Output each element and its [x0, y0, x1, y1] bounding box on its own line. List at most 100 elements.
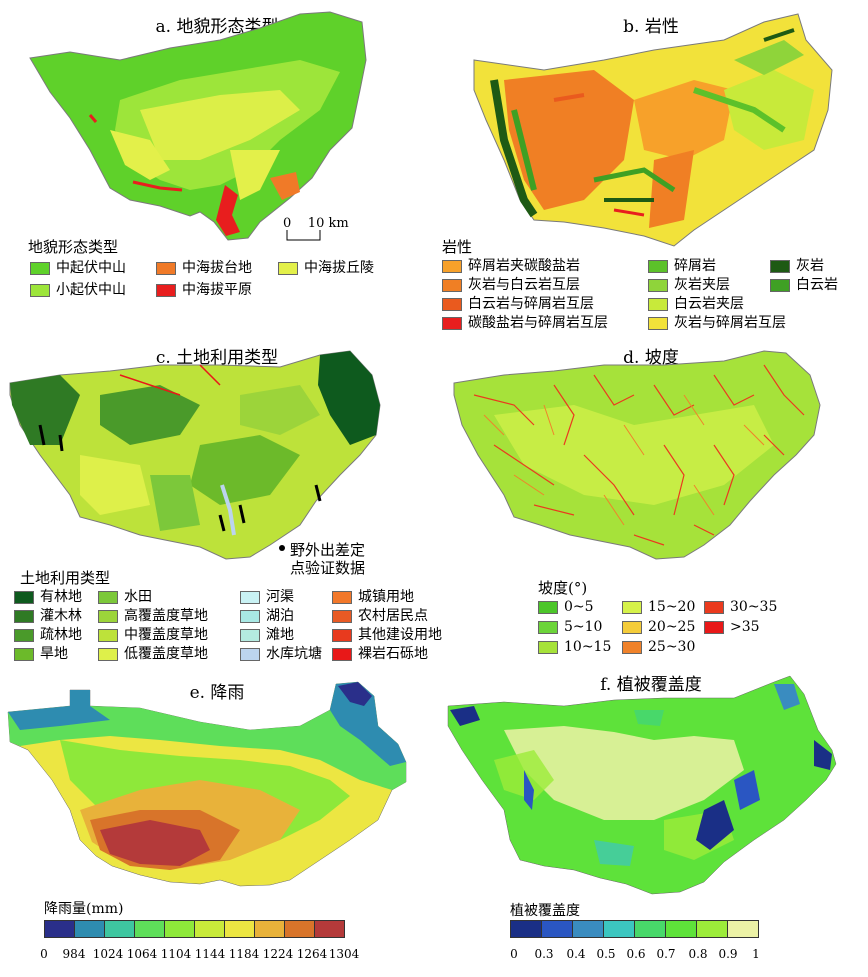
tick-label: 1064: [126, 947, 158, 961]
colorbar-ticks: 0 984 1024 1064 1104 1144 1184 1224 1264…: [40, 947, 359, 963]
legend-item: 灰岩与白云岩互层: [442, 275, 580, 295]
legend-label: 裸岩石砾地: [358, 646, 428, 662]
legend-label: 5~10: [564, 619, 603, 635]
legend-item: 灰岩: [770, 256, 824, 276]
vegetation-cover-map: [447, 675, 837, 895]
legend-item: 碎屑岩夹碳酸盐岩: [442, 256, 580, 276]
legend-swatch: [538, 620, 558, 634]
legend-label: 滩地: [266, 627, 294, 643]
legend-title: 岩性: [442, 238, 473, 256]
legend-item: 有林地: [14, 587, 82, 607]
legend-swatch: [30, 261, 50, 275]
legend-item: 其他建设用地: [332, 625, 442, 645]
tick-label: 0.9: [718, 947, 738, 961]
tick-label: 0.5: [596, 947, 616, 961]
legend: 0~5 15~20 30~35 5~10 20~25 >35 10~15 25~…: [538, 597, 838, 663]
legend-swatch: [156, 283, 176, 297]
legend-swatch: [278, 261, 298, 275]
colorbar-bin: [542, 921, 573, 937]
legend-swatch: [98, 628, 118, 642]
legend-item: 灰岩夹层: [648, 275, 730, 295]
legend-item: 水库坑塘: [240, 644, 322, 664]
legend-label: 灰岩夹层: [674, 277, 730, 293]
legend-swatch: [648, 316, 668, 330]
colorbar-bin: [666, 921, 697, 937]
legend-swatch: [332, 609, 352, 623]
colorbar-bin: [697, 921, 728, 937]
legend-label: 25~30: [648, 639, 696, 655]
legend-label: 中海拔平原: [182, 282, 252, 298]
legend-label: 湖泊: [266, 608, 294, 624]
scale-bar: [286, 230, 321, 241]
legend-swatch: [704, 600, 724, 614]
legend-item: 滩地: [240, 625, 294, 645]
legend-label: 疏林地: [40, 627, 82, 643]
legend-swatch: [98, 590, 118, 604]
legend-label: 白云岩夹层: [674, 296, 744, 312]
panel-title: d. 坡度: [623, 348, 679, 368]
legend-item: 农村居民点: [332, 606, 428, 626]
legend-label: 其他建设用地: [358, 627, 442, 643]
legend-item: 湖泊: [240, 606, 294, 626]
legend-swatch: [14, 628, 34, 642]
legend-item: 中起伏中山: [30, 258, 126, 278]
legend-swatch: [14, 647, 34, 661]
tick-label: 1264: [296, 947, 328, 961]
legend-swatch: [770, 278, 790, 292]
legend-swatch: [648, 297, 668, 311]
legend-swatch: [622, 600, 642, 614]
legend-swatch: [538, 640, 558, 654]
legend-label: 灰岩: [796, 258, 824, 274]
legend: 有林地 水田 河渠 城镇用地 灌木林 高覆盖度草地 湖泊 农村居民点 疏林地 中…: [14, 587, 442, 667]
legend-label: 中海拔台地: [182, 260, 252, 276]
legend-item: 水田: [98, 587, 152, 607]
landform-map: [29, 11, 367, 241]
legend-item: 城镇用地: [332, 587, 414, 607]
panel-f: f. 植被覆盖度 植被覆盖度 0 0.3 0.4 0.5 0.6 0.7 0.8…: [434, 670, 868, 977]
tick-label: 0.8: [688, 947, 708, 961]
legend-swatch: [14, 590, 34, 604]
panel-b: b. 岩性 岩性 碎屑岩夹碳酸盐岩 碎屑岩 灰岩 灰岩与白云岩互层 灰岩夹层 白…: [434, 0, 868, 331]
tick-label: 1224: [262, 947, 294, 961]
panel-c: c. 土地利用类型 野外出差定 点验证数据 土地利用类型 有林地 水田 河渠 城…: [0, 335, 442, 667]
legend-item: 灌木林: [14, 606, 82, 626]
colorbar-bin: [285, 921, 315, 937]
tick-label: 1304: [328, 947, 360, 961]
legend-label: 白云岩与碎屑岩互层: [468, 296, 594, 312]
tick-label: 0.7: [656, 947, 676, 961]
legend-swatch: [622, 620, 642, 634]
legend-label: >35: [730, 619, 760, 635]
legend-item: 0~5: [538, 597, 594, 617]
rainfall-map: [7, 681, 407, 887]
legend: 碎屑岩夹碳酸盐岩 碎屑岩 灰岩 灰岩与白云岩互层 灰岩夹层 白云岩 白云岩与碎屑…: [442, 256, 862, 331]
legend-item: 中海拔丘陵: [278, 258, 374, 278]
legend-swatch: [98, 609, 118, 623]
legend-label: 10~15: [564, 639, 612, 655]
legend-label: 0~5: [564, 599, 594, 615]
colorbar-bin: [105, 921, 135, 937]
tick-label: 1: [752, 947, 760, 961]
legend-swatch: [98, 647, 118, 661]
legend-title: 植被覆盖度: [510, 903, 580, 919]
legend-swatch: [704, 620, 724, 634]
colorbar-bin: [165, 921, 195, 937]
legend-item: 中覆盖度草地: [98, 625, 208, 645]
legend-swatch: [30, 283, 50, 297]
legend-label: 中海拔丘陵: [304, 260, 374, 276]
legend-item: 15~20: [622, 597, 695, 617]
legend-item: 白云岩夹层: [648, 294, 744, 314]
legend-swatch: [442, 316, 462, 330]
landuse-map: [9, 350, 381, 560]
panel-title: e. 降雨: [189, 683, 245, 703]
tick-label: 1184: [228, 947, 260, 961]
colorbar-bin: [728, 921, 758, 937]
tick-label: 1104: [160, 947, 192, 961]
legend-item: 碳酸盐岩与碎屑岩互层: [442, 313, 608, 333]
legend-item: 25~30: [622, 637, 695, 657]
legend-item: 小起伏中山: [30, 280, 126, 300]
legend-swatch: [240, 609, 260, 623]
legend-label: 白云岩: [796, 277, 838, 293]
panel-e: e. 降雨 降雨量(mm) 0 984 1024 1064 1104 1144 …: [0, 670, 434, 977]
legend-item: 5~10: [538, 617, 602, 637]
tick-label: 1024: [92, 947, 124, 961]
